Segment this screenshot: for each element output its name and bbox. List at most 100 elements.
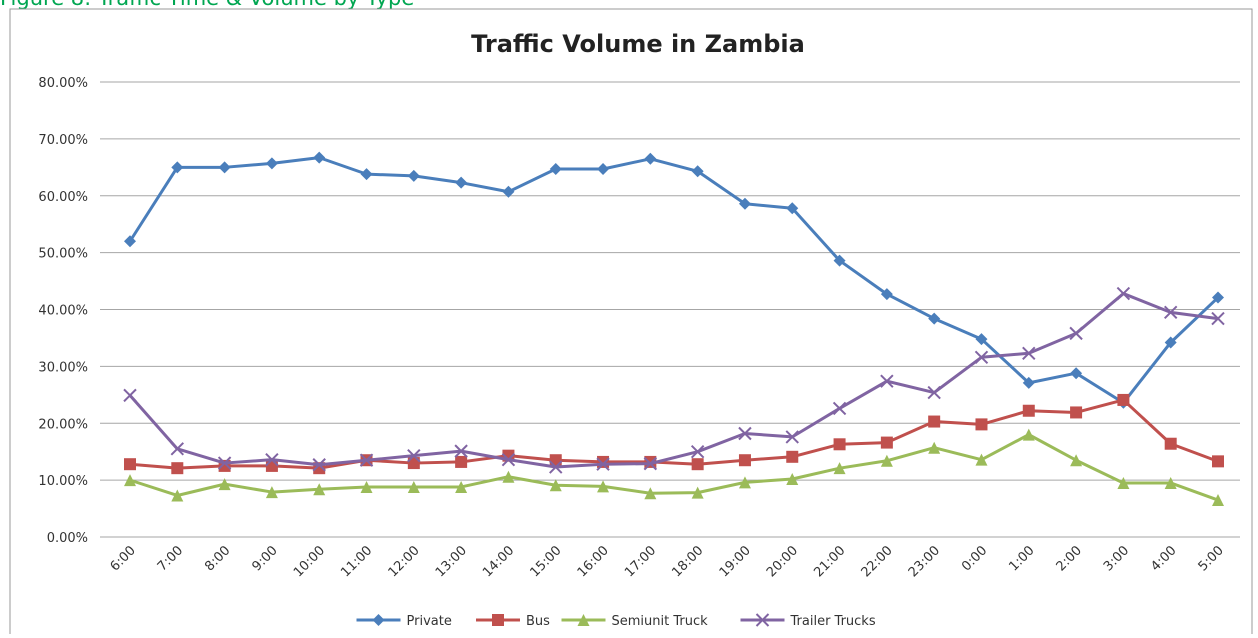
x-tick-label: 13:00: [433, 543, 470, 580]
point: [360, 168, 373, 181]
point: [786, 202, 799, 215]
point: [1022, 404, 1035, 417]
point: [265, 452, 279, 467]
point: [1070, 367, 1083, 380]
y-tick-label: 30.00%: [38, 360, 88, 375]
point: [597, 163, 610, 176]
figure-caption: Figure 8: Traffic Time & Volume by Type: [0, 0, 414, 10]
series-line: [129, 433, 1219, 502]
point: [1212, 291, 1224, 304]
point: [1069, 326, 1083, 341]
y-tick-label: 0.00%: [47, 531, 88, 546]
point: [597, 480, 610, 493]
point: [313, 483, 326, 496]
x-tick-label: 2:00: [1054, 543, 1085, 574]
point: [1070, 454, 1083, 467]
point: [597, 455, 610, 468]
point: [975, 453, 988, 466]
point: [124, 235, 136, 248]
series-line: [129, 398, 1219, 470]
point: [549, 460, 563, 474]
point: [502, 470, 515, 483]
point: [265, 157, 278, 170]
legend-label: Trailer Trucks: [790, 614, 876, 629]
point: [644, 487, 657, 500]
series-line: [128, 292, 1219, 469]
point: [786, 472, 799, 485]
point: [171, 489, 184, 502]
point: [1164, 437, 1177, 450]
point: [1022, 346, 1036, 361]
legend-item: Trailer Trucks: [740, 613, 876, 629]
x-tick-label: 11:00: [338, 543, 375, 580]
point: [359, 453, 374, 467]
point: [549, 454, 562, 467]
chart-title: Traffic Volume in Zambia: [471, 30, 805, 58]
point: [880, 374, 894, 388]
x-tick-label: 0:00: [959, 543, 990, 574]
point: [501, 452, 516, 467]
series: [124, 428, 1224, 507]
point: [1117, 393, 1130, 406]
point: [455, 176, 468, 189]
point: [313, 151, 326, 164]
point: [786, 450, 799, 463]
point: [928, 415, 941, 428]
point: [218, 478, 231, 491]
y-tick-label: 10.00%: [38, 474, 88, 489]
point: [880, 436, 893, 449]
point: [407, 480, 420, 493]
point: [644, 152, 657, 165]
legend-label: Semiunit Truck: [612, 614, 709, 629]
legend-marker: [755, 613, 770, 627]
point: [455, 455, 468, 468]
point: [407, 448, 421, 463]
point: [880, 288, 893, 301]
point: [738, 197, 751, 210]
point: [691, 458, 704, 471]
x-tick-label: 17:00: [622, 543, 659, 580]
point: [691, 486, 704, 499]
point: [218, 161, 231, 174]
legend-item: Semiunit Truck: [561, 614, 709, 629]
point: [1212, 494, 1224, 507]
point: [171, 161, 184, 174]
x-tick-label: 1:00: [1006, 543, 1037, 574]
x-tick-label: 6:00: [108, 543, 139, 574]
chart-border: [9, 8, 1253, 638]
point: [124, 458, 136, 471]
point: [549, 163, 562, 176]
point: [1164, 336, 1177, 349]
point: [785, 430, 799, 444]
point: [1116, 286, 1131, 301]
point: [596, 457, 610, 471]
y-tick-label: 40.00%: [38, 304, 88, 319]
point: [1212, 455, 1224, 468]
point: [928, 441, 941, 454]
point: [1022, 376, 1035, 389]
x-tick-label: 18:00: [669, 543, 706, 580]
y-tick-label: 60.00%: [38, 190, 88, 205]
x-tick-label: 9:00: [249, 543, 280, 574]
point: [1211, 311, 1225, 326]
legend-marker: [492, 614, 504, 626]
x-tick-label: 15:00: [527, 543, 564, 580]
legend-label: Bus: [526, 614, 550, 629]
point: [833, 254, 846, 267]
x-tick-label: 23:00: [906, 543, 943, 580]
point: [643, 456, 658, 471]
y-tick-label: 80.00%: [38, 76, 88, 91]
point: [312, 458, 326, 472]
x-tick-label: 22:00: [859, 543, 896, 580]
point: [170, 442, 185, 456]
point: [691, 165, 704, 178]
point: [1070, 406, 1083, 419]
point: [738, 426, 752, 441]
point: [927, 385, 941, 400]
point: [549, 479, 562, 492]
x-tick-label: 4:00: [1148, 543, 1179, 574]
x-tick-label: 16:00: [575, 543, 612, 580]
legend-item: Private: [356, 614, 452, 629]
point: [217, 456, 232, 470]
